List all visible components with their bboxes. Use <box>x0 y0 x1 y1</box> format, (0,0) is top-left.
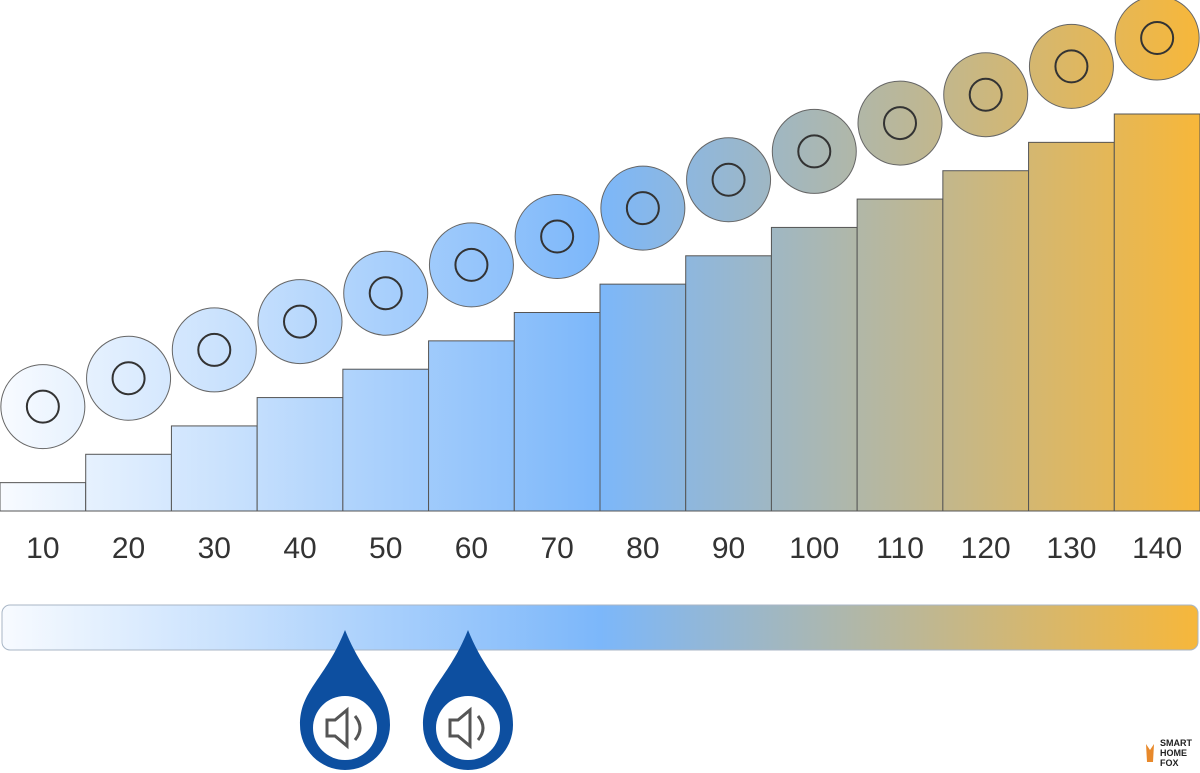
icon <box>1140 21 1175 55</box>
icon <box>25 389 60 424</box>
bar <box>513 312 601 512</box>
scale-bar <box>1 604 1199 651</box>
bar <box>770 226 858 512</box>
bar <box>685 255 772 512</box>
bar <box>170 425 258 512</box>
icon <box>797 134 832 169</box>
icon-circle <box>86 335 172 421</box>
icon-circle <box>514 194 600 279</box>
icon <box>368 276 403 311</box>
logo: SMART HOME FOX <box>1146 738 1192 768</box>
icon <box>711 162 746 197</box>
icon-circle <box>343 250 429 336</box>
bar <box>0 482 87 512</box>
icon <box>968 77 1003 112</box>
icon-circle <box>171 307 257 393</box>
speaker-drop <box>300 630 390 770</box>
x-tick-label: 30 <box>198 532 231 565</box>
icon <box>540 219 575 254</box>
icon-circle <box>0 364 86 450</box>
x-tick-label: 20 <box>112 532 145 565</box>
icon-circle <box>1028 23 1114 109</box>
logo-text: SMART <box>1160 738 1192 748</box>
icon-circle <box>771 108 857 194</box>
icon <box>111 361 146 396</box>
x-tick-label: 110 <box>876 532 924 565</box>
x-tick-label: 50 <box>369 532 402 565</box>
icon-circle <box>857 80 943 166</box>
icon-circle <box>943 52 1029 138</box>
bar <box>85 453 172 512</box>
icon-circle <box>600 165 686 251</box>
icon <box>1054 49 1089 84</box>
icon-circle <box>428 222 514 308</box>
logo-text: HOME <box>1160 748 1187 758</box>
bar <box>256 397 344 512</box>
x-tick-label: 70 <box>540 532 573 565</box>
x-tick-label: 80 <box>626 532 659 565</box>
x-tick-label: 100 <box>789 532 839 565</box>
icon-circle <box>686 137 772 223</box>
bar <box>599 283 687 512</box>
x-tick-label: 90 <box>712 532 745 565</box>
bar <box>856 198 944 512</box>
bar <box>342 368 430 512</box>
bar <box>428 340 515 512</box>
x-tick-label: 140 <box>1132 532 1182 565</box>
icon <box>283 304 317 339</box>
x-tick-label: 120 <box>961 532 1011 565</box>
icon <box>197 332 232 367</box>
x-tick-label: 10 <box>26 532 59 565</box>
x-tick-label: 130 <box>1046 532 1096 565</box>
plot: 10 20 30 40 50 60 70 80 90 100 110 120 130 140 <box>0 0 1200 565</box>
speaker-drop <box>423 630 513 770</box>
icon <box>625 191 660 226</box>
icon-circle <box>1114 0 1200 81</box>
icon <box>454 247 489 282</box>
x-tick-label: 40 <box>283 532 316 565</box>
icon <box>883 106 917 141</box>
bar <box>1028 141 1115 512</box>
logo-text: FOX <box>1160 758 1179 768</box>
bar <box>1113 113 1200 512</box>
x-tick-label: 60 <box>455 532 488 565</box>
icon-circle <box>257 279 343 365</box>
bar <box>942 170 1030 512</box>
